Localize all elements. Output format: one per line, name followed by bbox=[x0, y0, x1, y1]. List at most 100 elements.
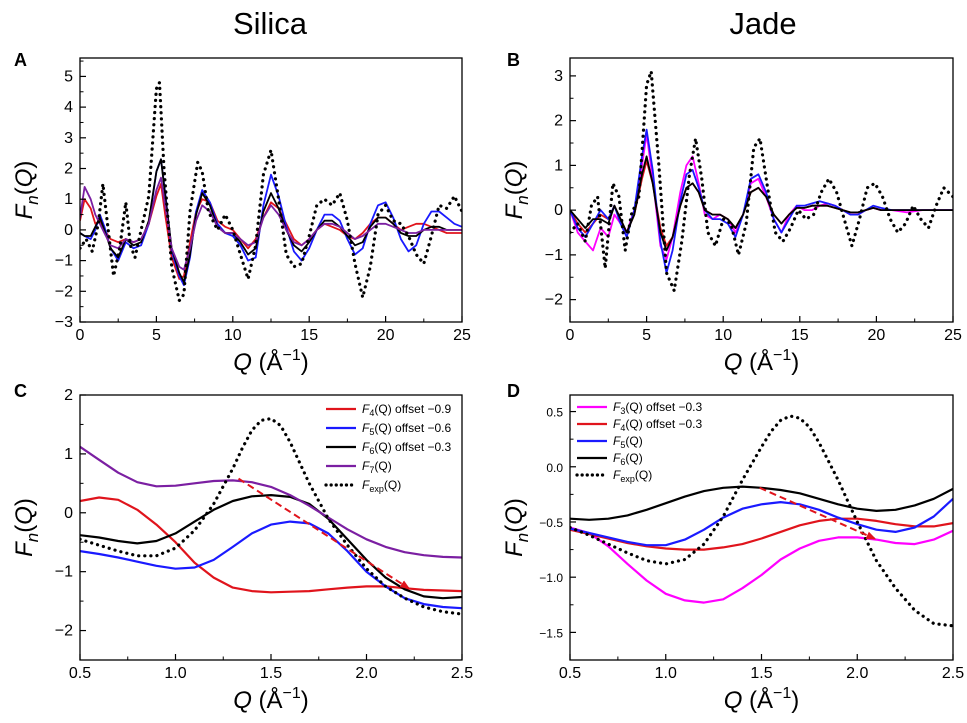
legend-label-base: F bbox=[362, 421, 370, 435]
series-line-1 bbox=[570, 526, 953, 604]
y-axis-label-subscript: n bbox=[23, 195, 42, 204]
legend-label-rest: (Q) bbox=[374, 459, 391, 473]
x-tick-label: 2.5 bbox=[451, 665, 473, 682]
legend-label: F4(Q) offset −0.9 bbox=[362, 402, 452, 418]
x-axis-label-symbol: Q bbox=[724, 687, 743, 714]
series-line-2 bbox=[80, 158, 462, 287]
panel-label: D bbox=[507, 381, 520, 401]
legend-label: F6(Q) offset −0.3 bbox=[362, 440, 452, 456]
x-tick-label: 2.5 bbox=[942, 665, 964, 682]
y-axis-label-arg-close: ) bbox=[501, 498, 528, 506]
panel-label: A bbox=[14, 50, 27, 70]
legend-label-subscript: 7 bbox=[369, 465, 374, 475]
y-tick-label: 1 bbox=[554, 157, 563, 174]
x-axis-label-symbol: Q bbox=[724, 349, 743, 376]
x-axis-label-close: ) bbox=[301, 687, 309, 714]
y-tick-label: 0 bbox=[554, 202, 563, 219]
panel-d: D 0.5 1.0 1.5 2.0 2.5 −1.5 −1.0 −0.5 0.0 0.5 Q (Å−1… bbox=[501, 381, 964, 714]
y-tick-label: 3 bbox=[64, 130, 73, 147]
y-axis-label-symbol: F bbox=[501, 203, 528, 219]
x-tick-label: 20 bbox=[868, 327, 886, 344]
y-tick-label: −2 bbox=[55, 623, 73, 640]
series-line-4 bbox=[570, 155, 953, 252]
series-line-5 bbox=[570, 69, 953, 293]
y-tick-label: 1 bbox=[64, 191, 73, 208]
y-axis-label: Fn(Q) bbox=[11, 498, 42, 557]
legend-label-base: F bbox=[613, 451, 621, 465]
x-axis-label-close: ) bbox=[301, 349, 309, 376]
y-axis-label-symbol: F bbox=[501, 541, 528, 557]
legend: F4(Q) offset −0.9F5(Q) offset −0.6F6(Q) … bbox=[324, 402, 452, 494]
legend-label-subscript: 6 bbox=[369, 446, 374, 456]
y-tick-label: 0 bbox=[64, 222, 73, 239]
y-tick-label: 5 bbox=[64, 68, 73, 85]
legend-label-rest: (Q) offset −0.3 bbox=[625, 400, 702, 414]
x-tick-label: 2.0 bbox=[846, 665, 868, 682]
legend-label: Fexp(Q) bbox=[613, 468, 652, 484]
legend-label-subscript: 5 bbox=[620, 440, 625, 450]
legend-label-base: F bbox=[613, 434, 621, 448]
x-tick-label: 1.5 bbox=[260, 665, 282, 682]
x-axis-label: Q (Å−1) bbox=[724, 685, 800, 714]
legend-label-subscript: 5 bbox=[369, 427, 374, 437]
column-title-jade: Jade bbox=[729, 6, 796, 41]
x-axis-label-unit: (Å bbox=[252, 348, 283, 376]
legend-label-subscript: exp bbox=[369, 484, 384, 494]
panel-label: C bbox=[14, 381, 27, 401]
x-axis-label-close: ) bbox=[791, 349, 799, 376]
x-axis-label-unit: (Å bbox=[742, 348, 773, 376]
legend-label-rest: (Q) offset −0.3 bbox=[374, 440, 451, 454]
y-tick-label: 2 bbox=[64, 161, 73, 178]
y-axis-label-arg-close: ) bbox=[11, 161, 38, 169]
legend-label: F7(Q) bbox=[362, 459, 392, 475]
legend-label-base: F bbox=[362, 402, 370, 416]
x-axis-label-exponent: −1 bbox=[283, 685, 301, 702]
x-tick-label: 25 bbox=[453, 327, 471, 344]
x-axis-label: Q (Å−1) bbox=[233, 685, 309, 714]
legend-label-rest: (Q) offset −0.9 bbox=[374, 402, 451, 416]
x-tick-label: 5 bbox=[642, 327, 651, 344]
legend-label: Fexp(Q) bbox=[362, 478, 401, 494]
y-axis-label-arg-open: ( bbox=[501, 187, 528, 195]
y-axis-label-symbol: F bbox=[11, 203, 38, 219]
axes-frame bbox=[79, 57, 463, 323]
y-tick-label: −1 bbox=[545, 247, 563, 264]
legend-label-rest: (Q) offset −0.3 bbox=[625, 417, 702, 431]
trend-arrow bbox=[237, 477, 411, 590]
y-tick-label: 0.5 bbox=[546, 406, 563, 420]
trend-arrow bbox=[759, 486, 877, 540]
x-tick-label: 5 bbox=[152, 327, 161, 344]
y-tick-label: 4 bbox=[64, 99, 73, 116]
legend-label-base: F bbox=[362, 459, 370, 473]
y-axis-label-arg-close: ) bbox=[501, 161, 528, 169]
x-axis-label-exponent: −1 bbox=[773, 347, 791, 364]
series-line-3 bbox=[80, 494, 462, 600]
x-tick-label: 10 bbox=[714, 327, 732, 344]
x-axis-label-symbol: Q bbox=[233, 687, 252, 714]
legend-label-subscript: 4 bbox=[620, 423, 625, 433]
legend-label-subscript: exp bbox=[620, 474, 635, 484]
x-axis-label: Q (Å−1) bbox=[724, 347, 800, 376]
series-line-4 bbox=[80, 445, 462, 559]
x-axis-label-close: ) bbox=[791, 687, 799, 714]
x-axis-label-exponent: −1 bbox=[773, 685, 791, 702]
x-axis-label-symbol: Q bbox=[233, 349, 252, 376]
y-tick-label: 3 bbox=[554, 68, 563, 85]
legend-label-base: F bbox=[362, 478, 370, 492]
plot-area bbox=[80, 417, 462, 616]
y-tick-label: −0.5 bbox=[539, 516, 563, 530]
plot-area bbox=[80, 80, 462, 303]
y-axis-label: Fn(Q) bbox=[501, 161, 532, 220]
y-axis-label-symbol: F bbox=[11, 541, 38, 557]
series-line-5 bbox=[80, 80, 462, 303]
panel-label: B bbox=[507, 50, 520, 70]
legend-label-base: F bbox=[613, 417, 621, 431]
legend-label-rest: (Q) bbox=[625, 451, 642, 465]
x-tick-label: 0.5 bbox=[559, 665, 581, 682]
legend-label: F4(Q) offset −0.3 bbox=[613, 417, 703, 433]
y-axis-label-arg: Q bbox=[11, 169, 38, 188]
y-axis-label: Fn(Q) bbox=[501, 498, 532, 557]
